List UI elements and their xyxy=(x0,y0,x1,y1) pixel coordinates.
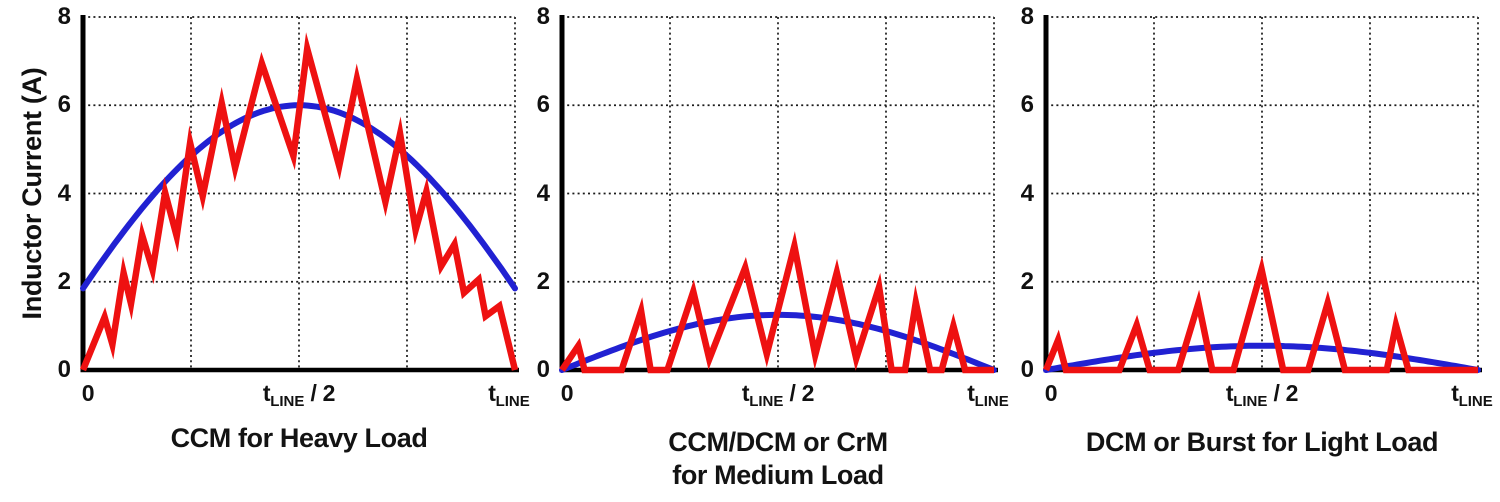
x-tick-label-end-text: t xyxy=(488,380,496,406)
chart-title: CCM for Heavy Load xyxy=(171,422,428,455)
x-tick-label-zero: 0 xyxy=(1045,380,1058,407)
x-tick-label-end-text: t xyxy=(967,380,975,406)
x-axis-tick-labels: 0 tLINE / 2 tLINE xyxy=(82,380,530,412)
x-tick-label-half-subscript: LINE xyxy=(1233,393,1268,410)
y-tick-label-0: 0 xyxy=(57,356,71,383)
gridlines xyxy=(83,16,516,370)
gridlines xyxy=(1046,16,1479,370)
x-tick-label-zero: 0 xyxy=(82,380,95,407)
x-tick-label-half-text: / 2 xyxy=(1267,380,1299,406)
y-tick-label-6: 6 xyxy=(536,91,550,119)
plot-ccm-dcm-crm-medium-load xyxy=(559,15,998,374)
chart-title-line: for Medium Load xyxy=(672,460,884,490)
x-tick-label-zero-text: 0 xyxy=(560,380,574,406)
x-tick-label-end: tLINE xyxy=(488,380,530,410)
inductor-current-waveform xyxy=(559,231,994,374)
x-tick-label-half-text: t xyxy=(262,380,271,406)
x-tick-label-end-subscript: LINE xyxy=(974,393,1009,410)
inductor-current-waveform xyxy=(79,32,519,372)
chart-title: CCM/DCM or CrM for Medium Load xyxy=(668,426,888,492)
plot-ccm-heavy-load xyxy=(79,15,519,373)
x-tick-label-end: tLINE xyxy=(967,380,1009,410)
y-tick-label-4: 4 xyxy=(536,179,550,207)
x-tick-label-end-subscript: LINE xyxy=(495,393,530,410)
chart-title: DCM or Burst for Light Load xyxy=(1085,426,1439,459)
x-tick-label-zero-text: 0 xyxy=(81,380,95,406)
y-tick-label-4: 4 xyxy=(57,179,71,207)
x-tick-label-end-text: t xyxy=(1451,380,1459,406)
y-axis-tick-labels: 8 6 4 2 0 xyxy=(506,4,550,383)
y-tick-label-0: 0 xyxy=(1020,356,1034,383)
y-tick-label-0: 0 xyxy=(536,356,550,383)
y-tick-label-8: 8 xyxy=(1020,3,1034,30)
x-tick-label-half-subscript: LINE xyxy=(749,393,784,410)
y-axis-tick-labels: 8 6 4 2 0 xyxy=(27,4,71,383)
chart-title-line: DCM or Burst for Light Load xyxy=(1085,427,1439,457)
y-tick-label-2: 2 xyxy=(57,267,71,295)
x-tick-label-half-text: / 2 xyxy=(304,380,336,406)
x-tick-label-half: tLINE / 2 xyxy=(741,380,815,410)
x-tick-label-half-text: t xyxy=(1225,380,1234,406)
y-tick-label-6: 6 xyxy=(57,91,71,119)
x-tick-label-half: tLINE / 2 xyxy=(262,380,336,410)
y-tick-label-8: 8 xyxy=(57,3,71,30)
x-tick-label-half-text: t xyxy=(741,380,750,406)
gridlines xyxy=(562,16,995,370)
x-axis-tick-labels: 0 tLINE / 2 tLINE xyxy=(1045,380,1493,412)
x-tick-label-zero-text: 0 xyxy=(1044,380,1058,406)
x-tick-label-half-subscript: LINE xyxy=(270,393,305,410)
x-tick-label-end: tLINE xyxy=(1451,380,1493,410)
y-tick-label-8: 8 xyxy=(536,3,550,30)
inductor-current-waveform xyxy=(1042,255,1478,374)
x-tick-label-half-text: / 2 xyxy=(783,380,815,406)
x-axis-tick-labels: 0 tLINE / 2 tLINE xyxy=(561,380,1009,412)
y-tick-label-2: 2 xyxy=(1020,267,1034,295)
x-tick-label-half: tLINE / 2 xyxy=(1225,380,1299,410)
chart-title-line: CCM for Heavy Load xyxy=(170,423,428,453)
x-tick-label-zero: 0 xyxy=(561,380,574,407)
chart-title-line: CCM/DCM or CrM xyxy=(668,427,888,457)
y-axis-tick-labels: 8 6 4 2 0 xyxy=(990,4,1034,383)
x-tick-label-end-subscript: LINE xyxy=(1458,393,1493,410)
plot-dcm-burst-light-load xyxy=(1042,15,1482,374)
y-tick-label-2: 2 xyxy=(536,267,550,295)
y-tick-label-4: 4 xyxy=(1020,179,1034,207)
y-tick-label-6: 6 xyxy=(1020,91,1034,119)
